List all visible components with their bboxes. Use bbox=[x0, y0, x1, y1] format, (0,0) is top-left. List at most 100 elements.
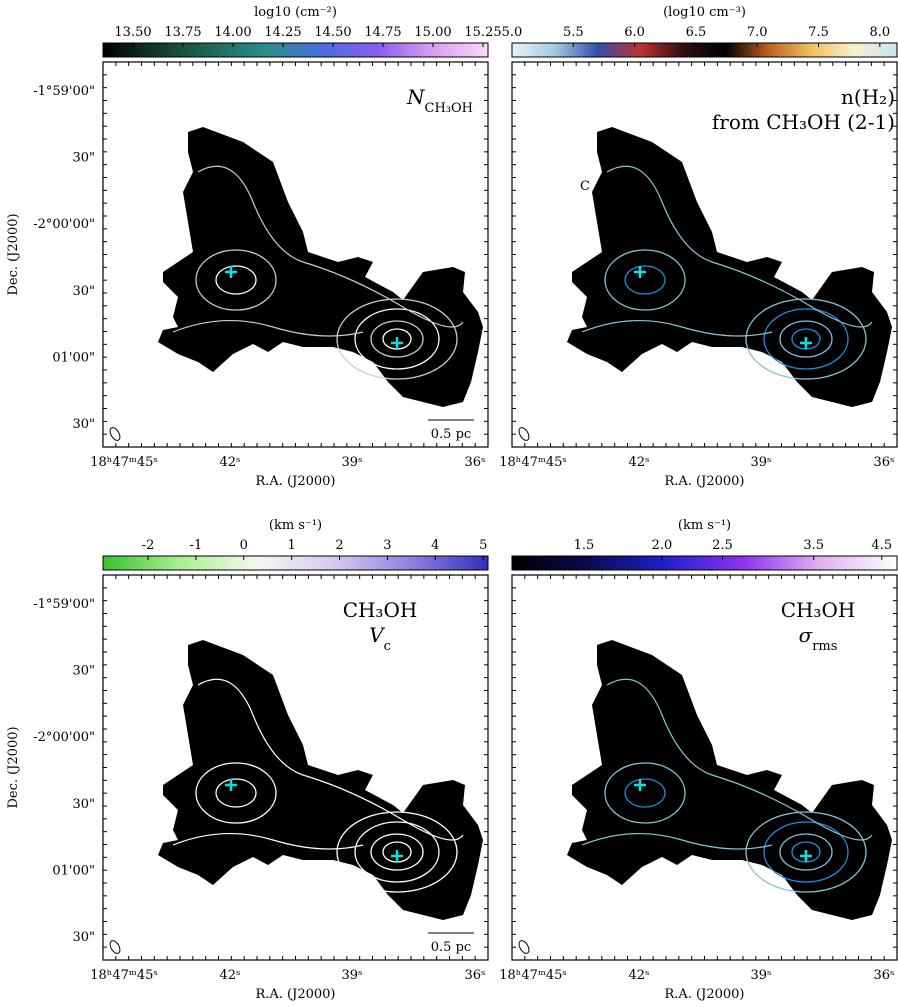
panel: NCH₃OH 0.5 pc 18ʰ47ᵐ45ˢ 42ˢ 39ˢ 36ˢ R.A. (J200… bbox=[6, 5, 502, 489]
colorbar-tick-label: 8.0 bbox=[869, 25, 890, 40]
y-tick-label: 01'00" bbox=[52, 350, 95, 365]
annotation-subscript: c bbox=[384, 639, 391, 654]
colorbar-tick-label: 4.5 bbox=[871, 538, 892, 553]
annotation: Vc bbox=[369, 623, 391, 654]
x-tick-label: 42ˢ bbox=[629, 968, 650, 983]
contour bbox=[172, 319, 364, 337]
colorbar-tick-label: 5.0 bbox=[502, 25, 523, 40]
contour bbox=[604, 249, 686, 311]
x-tick-label: 36ˢ bbox=[874, 455, 895, 470]
annotation-text: σ bbox=[799, 623, 814, 647]
colorbar-tick-label: 3.5 bbox=[803, 538, 824, 553]
colorbar bbox=[511, 42, 898, 58]
x-tick-label: 18ʰ47ᵐ45ˢ bbox=[90, 968, 158, 983]
annotation: CH₃OH bbox=[343, 598, 418, 622]
contour bbox=[779, 833, 833, 871]
source-marker bbox=[391, 850, 403, 862]
contour bbox=[581, 319, 773, 337]
y-tick-label: 30" bbox=[72, 797, 95, 812]
colorbar bbox=[102, 42, 489, 58]
contour bbox=[624, 265, 666, 295]
contour bbox=[215, 778, 257, 808]
x-tick-label: 39ˢ bbox=[342, 455, 363, 470]
y-tick-label: -2°00'00" bbox=[33, 217, 95, 232]
x-tick-label: 18ʰ47ᵐ45ˢ bbox=[90, 455, 158, 470]
colorbar-tick-label: 14.00 bbox=[214, 25, 251, 40]
source-marker bbox=[225, 779, 237, 791]
contour bbox=[336, 811, 458, 893]
colorbar-tick-label: -1 bbox=[190, 538, 203, 553]
contour bbox=[779, 320, 833, 358]
contour bbox=[763, 821, 849, 883]
contour bbox=[370, 320, 424, 358]
colorbar-tick-label: 15.00 bbox=[414, 25, 451, 40]
colorbar-tick-label: 5.5 bbox=[563, 25, 584, 40]
colorbar-tick-label: 1.5 bbox=[574, 538, 595, 553]
annotation-text: N bbox=[406, 85, 426, 109]
x-tick-label: 42ˢ bbox=[220, 455, 241, 470]
contour bbox=[336, 298, 458, 380]
contour bbox=[745, 811, 867, 893]
contour bbox=[624, 778, 666, 808]
y-axis-label: Dec. (J2000) bbox=[6, 726, 21, 808]
annotation: σrms bbox=[799, 623, 838, 654]
x-axis-label: R.A. (J2000) bbox=[255, 474, 335, 489]
contour bbox=[604, 762, 686, 824]
contour bbox=[197, 165, 464, 328]
x-tick-label: 39ˢ bbox=[342, 968, 363, 983]
x-axis-label: R.A. (J2000) bbox=[664, 474, 744, 489]
region-label: C bbox=[580, 179, 590, 194]
y-tick-label: 30" bbox=[72, 151, 95, 166]
emission-region bbox=[567, 127, 892, 407]
scale-bar-label: 0.5 pc bbox=[431, 940, 471, 955]
colorbar-tick-label: 13.50 bbox=[114, 25, 151, 40]
contour bbox=[745, 298, 867, 380]
x-tick-label: 18ʰ47ᵐ45ˢ bbox=[499, 455, 567, 470]
y-tick-label: 30" bbox=[72, 664, 95, 679]
contour bbox=[606, 678, 873, 841]
x-tick-label: 36ˢ bbox=[465, 968, 486, 983]
y-tick-label: -1°59'00" bbox=[33, 597, 95, 612]
colorbar-label: (km s⁻¹) bbox=[678, 518, 731, 533]
x-tick-label: 39ˢ bbox=[751, 968, 772, 983]
colorbar-tick-label: 0 bbox=[240, 538, 248, 553]
colorbar-tick-label: 2.0 bbox=[652, 538, 673, 553]
x-tick-label: 39ˢ bbox=[751, 455, 772, 470]
contour bbox=[195, 249, 277, 311]
colorbar-tick-label: 14.75 bbox=[364, 25, 401, 40]
contour bbox=[354, 821, 440, 883]
y-tick-label: 30" bbox=[72, 284, 95, 299]
x-tick-label: 36ˢ bbox=[874, 968, 895, 983]
colorbar-tick-label: 6.0 bbox=[624, 25, 645, 40]
colorbar-tick-label: 14.50 bbox=[314, 25, 351, 40]
colorbar-label: (km s⁻¹) bbox=[269, 518, 322, 533]
contour bbox=[763, 308, 849, 370]
colorbar-tick-label: 14.25 bbox=[264, 25, 301, 40]
annotation: CH₃OH bbox=[781, 598, 856, 622]
y-tick-label: -2°00'00" bbox=[33, 730, 95, 745]
contour bbox=[215, 265, 257, 295]
colorbar-tick-label: 7.5 bbox=[808, 25, 829, 40]
emission-region bbox=[158, 127, 483, 407]
x-tick-label: 42ˢ bbox=[220, 968, 241, 983]
colorbar-tick-label: -2 bbox=[142, 538, 155, 553]
source-marker bbox=[391, 337, 403, 349]
colorbar-tick-label: 2 bbox=[335, 538, 343, 553]
annotation-subscript: CH₃OH bbox=[425, 101, 474, 116]
y-tick-label: 01'00" bbox=[52, 863, 95, 878]
x-tick-label: 42ˢ bbox=[629, 455, 650, 470]
colorbar-tick-label: 5 bbox=[479, 538, 487, 553]
source-marker bbox=[800, 850, 812, 862]
source-marker bbox=[634, 779, 646, 791]
beam bbox=[109, 427, 121, 441]
annotation-text: V bbox=[369, 623, 386, 647]
emission-region bbox=[567, 640, 892, 920]
contour bbox=[354, 308, 440, 370]
colorbar-label: (log10 cm⁻³) bbox=[663, 5, 746, 20]
contour bbox=[197, 678, 464, 841]
x-tick-label: 18ʰ47ᵐ45ˢ bbox=[499, 968, 567, 983]
source-marker bbox=[634, 266, 646, 278]
colorbar-tick-label: 1 bbox=[288, 538, 296, 553]
